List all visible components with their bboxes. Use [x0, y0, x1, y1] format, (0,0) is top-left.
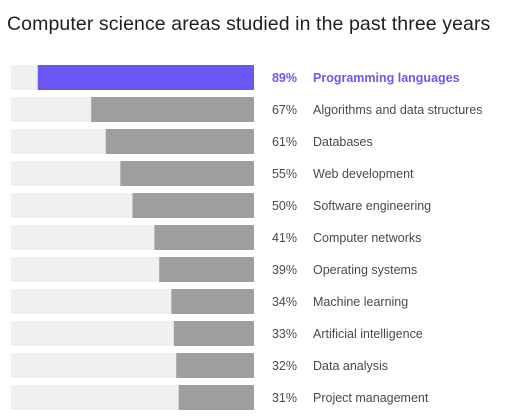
bar-8 [171, 289, 254, 314]
category-label: Operating systems [313, 263, 417, 277]
bar-9 [173, 321, 254, 346]
category-label: Machine learning [313, 295, 408, 309]
bar-11 [178, 385, 254, 410]
category-label: Artificial intelligence [313, 327, 423, 341]
category-label: Programming languages [313, 71, 460, 85]
bar-2 [91, 97, 254, 122]
bar-7 [159, 257, 254, 282]
value-label: 34% [272, 295, 297, 309]
value-label: 50% [272, 199, 297, 213]
value-label: 39% [272, 263, 297, 277]
category-label: Databases [313, 135, 373, 149]
value-label: 41% [272, 231, 297, 245]
category-label: Web development [313, 167, 414, 181]
category-label: Software engineering [313, 199, 431, 213]
value-label: 32% [272, 359, 297, 373]
value-label: 31% [272, 391, 297, 405]
bar-4 [120, 161, 254, 186]
value-label: 61% [272, 135, 297, 149]
bar-3 [105, 129, 255, 154]
value-label: 67% [272, 103, 297, 117]
category-label: Project management [313, 391, 429, 405]
value-label: 33% [272, 327, 297, 341]
value-label: 89% [272, 71, 297, 85]
category-label: Algorithms and data structures [313, 103, 483, 117]
value-label: 55% [272, 167, 297, 181]
bar-6 [154, 225, 254, 250]
category-label: Data analysis [313, 359, 388, 373]
category-label: Computer networks [313, 231, 421, 245]
bar-1 [37, 65, 255, 90]
bar-10 [176, 353, 254, 378]
chart-title: Computer science areas studied in the pa… [7, 13, 491, 35]
bar-5 [132, 193, 254, 218]
